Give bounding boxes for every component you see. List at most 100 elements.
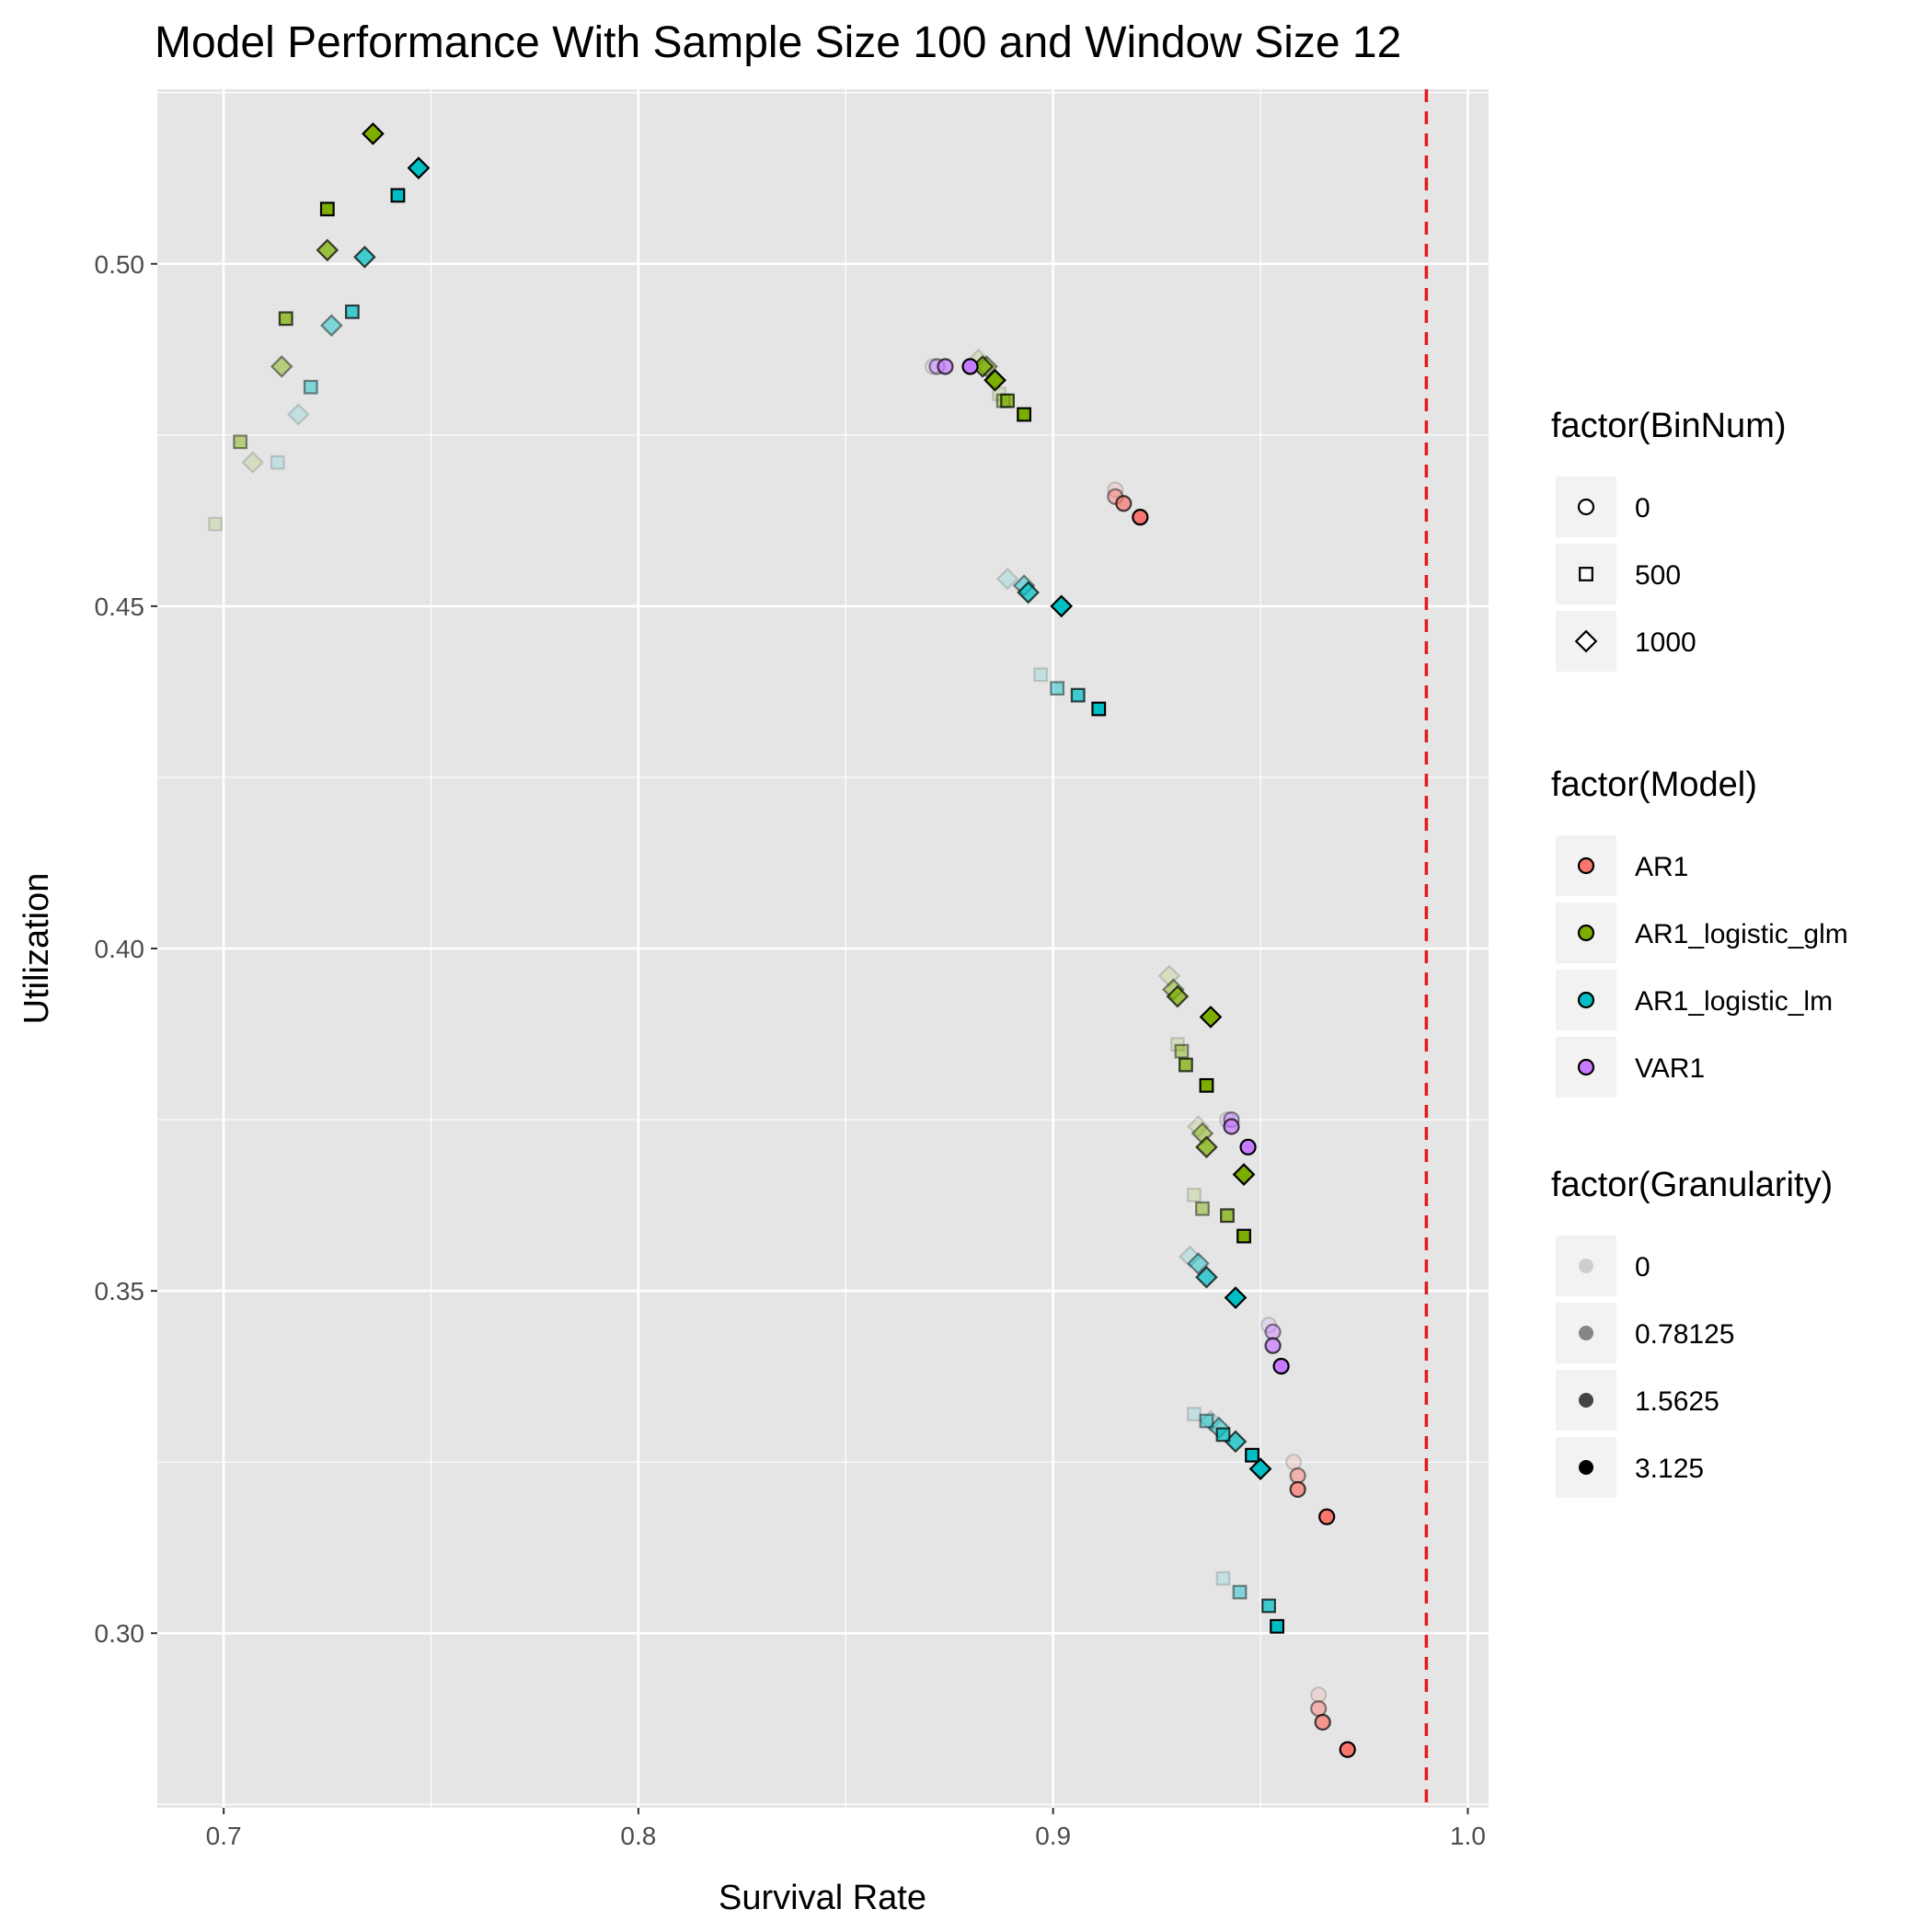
legend-title: factor(Model): [1551, 765, 1757, 804]
data-point: [1245, 1447, 1259, 1463]
y-axis-ticks: 0.30 0.35 0.40 0.45 0.50: [95, 250, 157, 1648]
y-tick-label: 0.50: [95, 250, 145, 279]
x-tick-label: 0.8: [620, 1822, 656, 1850]
data-point: [1157, 964, 1181, 988]
data-point: [316, 238, 339, 262]
data-point: [1310, 1699, 1328, 1718]
legend-label: 0: [1635, 493, 1650, 523]
legend-symbol: [1579, 1460, 1593, 1475]
data-point: [344, 304, 360, 319]
data-point: [1248, 1457, 1272, 1480]
data-point: [1033, 667, 1049, 683]
data-point: [1285, 1454, 1303, 1471]
legend-label: 500: [1635, 560, 1681, 591]
data-point: [1115, 495, 1133, 512]
data-point: [1195, 1265, 1218, 1289]
data-point: [1195, 1135, 1218, 1159]
data-point: [1050, 681, 1065, 696]
legend-label: AR1_logistic_lm: [1635, 986, 1833, 1017]
legend-symbol: [1577, 924, 1595, 942]
grid-major: [157, 89, 1489, 1808]
legend-symbol: [1577, 1058, 1595, 1076]
data-point: [1187, 1115, 1210, 1138]
legend-title: factor(Granularity): [1551, 1166, 1833, 1204]
data-point: [270, 454, 285, 470]
data-point: [1050, 594, 1074, 618]
data-point: [233, 434, 248, 450]
data-point: [362, 122, 385, 145]
data-point: [1232, 1584, 1248, 1600]
legend-symbol: [1579, 1326, 1593, 1340]
data-point: [1261, 1598, 1276, 1614]
data-point: [1224, 1286, 1248, 1309]
legend-symbol: [1579, 1393, 1593, 1408]
data-point: [1107, 481, 1124, 499]
data-point: [1215, 1570, 1231, 1586]
data-point: [1199, 1413, 1214, 1429]
legend-symbol: [1577, 991, 1595, 1009]
data-point: [1223, 1118, 1240, 1135]
data-point: [1179, 1245, 1202, 1269]
data-point: [1259, 1317, 1278, 1334]
legend-alpha: factor(Granularity) 0 0.78125 1.5625 3.125: [1551, 1166, 1833, 1498]
data-point: [1270, 1618, 1285, 1634]
x-tick-label: 1.0: [1450, 1822, 1486, 1850]
data-point: [407, 156, 431, 179]
legend-symbol: [1579, 1259, 1593, 1273]
data-point: [1195, 1201, 1210, 1216]
data-point: [1289, 1466, 1306, 1485]
data-point: [1187, 1188, 1202, 1202]
chart-title: Model Performance With Sample Size 100 a…: [155, 18, 1401, 67]
data-point: [319, 314, 343, 338]
data-point: [1220, 1208, 1235, 1224]
x-axis-title: Survival Rate: [719, 1879, 926, 1917]
legend-label: 1.5625: [1635, 1386, 1719, 1417]
data-point: [241, 451, 265, 474]
data-point: [303, 379, 318, 395]
data-point: [961, 358, 979, 375]
data-point: [1199, 1006, 1223, 1029]
data-point: [208, 516, 224, 532]
data-point: [1070, 687, 1086, 703]
x-tick-label: 0.9: [1035, 1822, 1071, 1850]
data-point: [1310, 1686, 1328, 1704]
legend-symbol: [1577, 857, 1595, 875]
data-point: [278, 311, 293, 327]
legend-title: factor(BinNum): [1551, 407, 1787, 445]
data-point: [1132, 509, 1149, 526]
data-point: [390, 188, 406, 203]
data-point: [1187, 1407, 1202, 1421]
y-axis-title: Utilization: [17, 873, 56, 1025]
data-point: [1187, 1251, 1210, 1275]
y-tick-label: 0.35: [95, 1277, 145, 1305]
data-point: [1239, 1138, 1257, 1156]
data-point: [1232, 1163, 1256, 1186]
legend-shape: factor(BinNum) 0 500 1000: [1551, 407, 1787, 672]
data-point: [1170, 1037, 1185, 1052]
data-point: [1264, 1323, 1282, 1340]
data-point: [1166, 984, 1190, 1008]
data-point: [1314, 1713, 1331, 1731]
data-points: [208, 122, 1356, 1758]
data-point: [319, 201, 335, 217]
data-point: [937, 358, 954, 375]
data-point: [1000, 393, 1015, 408]
legend-label: 0.78125: [1635, 1319, 1734, 1350]
legend-symbol: [1577, 498, 1595, 516]
data-point: [286, 403, 310, 426]
data-point: [1017, 407, 1032, 422]
x-axis-ticks: 0.7 0.8 0.9 1.0: [206, 1808, 1486, 1850]
data-point: [1091, 701, 1107, 717]
legend-color: factor(Model) AR1 AR1_logistic_glm AR1_logi…: [1551, 765, 1848, 1098]
y-tick-label: 0.45: [95, 592, 145, 621]
legend-label: VAR1: [1635, 1053, 1705, 1084]
legend-key: [1556, 1236, 1616, 1296]
data-point: [1236, 1228, 1251, 1244]
legend-label: AR1_logistic_glm: [1635, 919, 1848, 949]
legend-symbol: [1574, 629, 1598, 653]
legend-key: [1556, 1303, 1616, 1363]
legend-label: 1000: [1635, 627, 1696, 658]
data-point: [1289, 1480, 1306, 1499]
data-point: [1272, 1357, 1290, 1375]
data-point: [1318, 1508, 1336, 1525]
